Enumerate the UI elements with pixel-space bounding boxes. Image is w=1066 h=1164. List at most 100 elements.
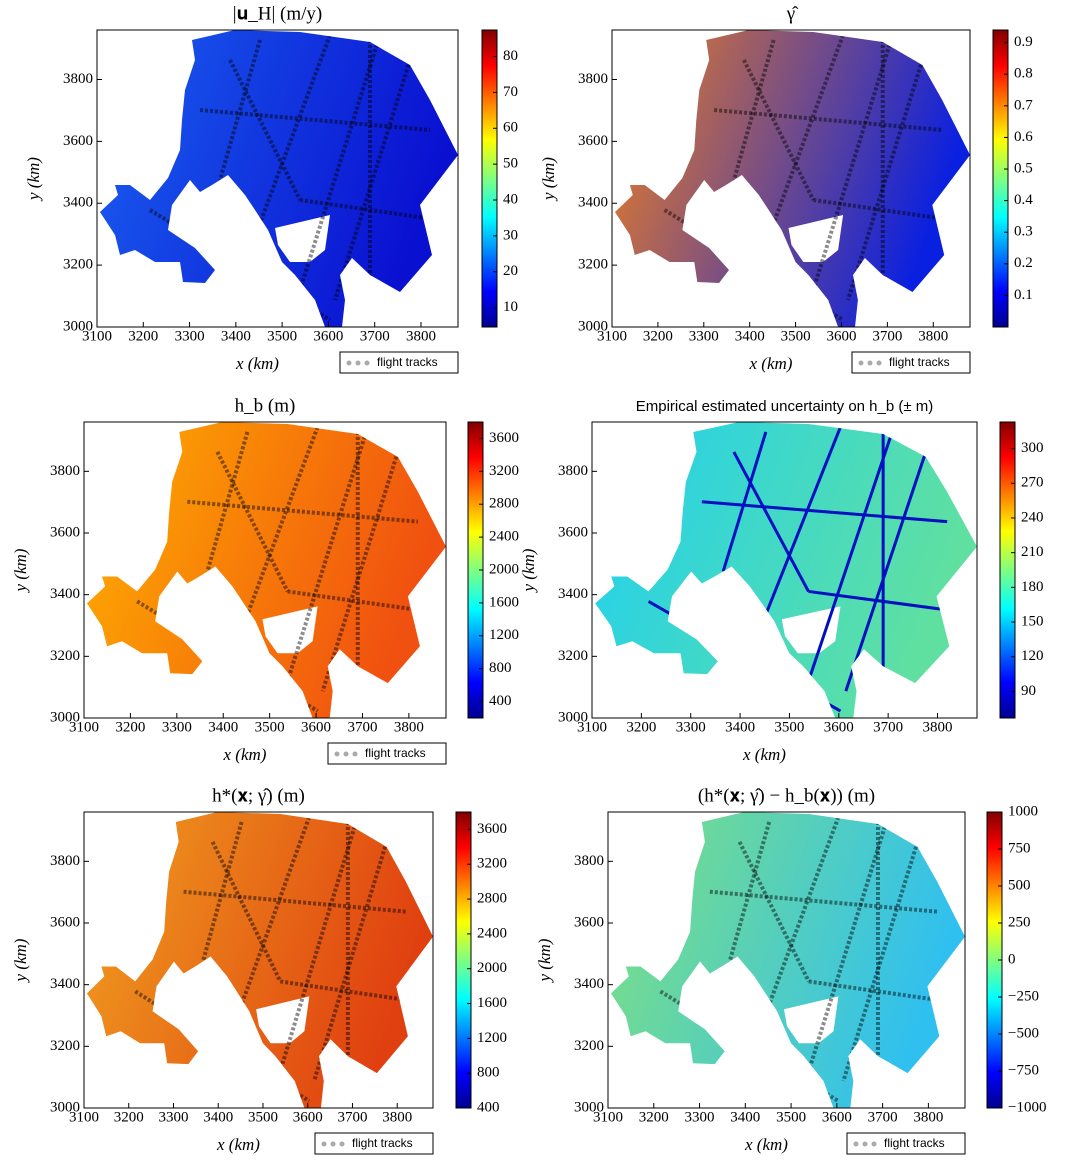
map-hole bbox=[781, 606, 841, 654]
flight-track bbox=[709, 889, 938, 914]
chart-title: |𝐮_H| (m/y) bbox=[233, 3, 322, 24]
colorbar-tick-label: 0.1 bbox=[1014, 287, 1033, 303]
legend-marker bbox=[364, 360, 370, 366]
legend-label: flight tracks bbox=[377, 355, 438, 369]
x-axis-label: x (km) bbox=[749, 354, 793, 373]
legend-marker bbox=[346, 360, 352, 366]
y-tick-label: 3600 bbox=[574, 914, 604, 930]
flight-track bbox=[757, 816, 841, 1032]
colorbar-tick-label: 3600 bbox=[489, 430, 519, 446]
flight-track bbox=[844, 451, 928, 692]
x-axis-label: x (km) bbox=[742, 745, 786, 764]
x-tick-label: 3300 bbox=[685, 1109, 715, 1125]
colorbar-tick-label: 2400 bbox=[489, 529, 519, 545]
legend-label: flight tracks bbox=[352, 1136, 413, 1150]
colorbar-tick-label: 250 bbox=[1008, 914, 1031, 930]
flight-track bbox=[200, 821, 244, 963]
flight-tracks bbox=[659, 816, 948, 1103]
x-tick-label: 3300 bbox=[175, 328, 205, 344]
x-tick-label: 3500 bbox=[267, 328, 297, 344]
colorbar-tick-label: 1200 bbox=[477, 1030, 507, 1046]
legend-marker bbox=[862, 1141, 868, 1147]
axes-frame bbox=[83, 421, 447, 719]
y-axis-label: y (km) bbox=[539, 157, 558, 202]
x-tick-label: 3600 bbox=[822, 1109, 852, 1125]
x-tick-label: 3200 bbox=[626, 719, 656, 735]
flight-track bbox=[228, 59, 302, 201]
y-tick-label: 3000 bbox=[63, 318, 93, 334]
legend-label: flight tracks bbox=[365, 746, 426, 760]
y-tick-label: 3800 bbox=[50, 853, 80, 869]
legend-box bbox=[314, 1132, 434, 1155]
map-field bbox=[595, 422, 977, 718]
legend-marker bbox=[352, 751, 358, 757]
legend-marker bbox=[343, 751, 349, 757]
colorbar-tick-label: 80 bbox=[503, 48, 518, 64]
colorbar-tick-label: 1200 bbox=[489, 627, 519, 643]
x-axis-label: x (km) bbox=[235, 354, 279, 373]
x-tick-label: 3700 bbox=[347, 719, 377, 735]
y-tick-label: 3000 bbox=[558, 709, 588, 725]
colorbar-tick-label: 150 bbox=[1021, 613, 1044, 629]
colorbar-tick-label: 0 bbox=[1008, 951, 1016, 967]
x-tick-label: 3400 bbox=[730, 1109, 760, 1125]
flight-track bbox=[187, 499, 419, 524]
flight-track bbox=[215, 451, 290, 593]
flight-tracks bbox=[663, 34, 953, 322]
colorbar bbox=[455, 811, 472, 1109]
colorbar-tick-label: 180 bbox=[1021, 579, 1044, 595]
legend-box bbox=[851, 351, 971, 374]
colorbar-tick-label: 10 bbox=[503, 299, 518, 315]
x-tick-label: 3800 bbox=[406, 328, 436, 344]
colorbar-tick-label: 2800 bbox=[477, 890, 507, 906]
colorbar-tick-label: 0.5 bbox=[1014, 160, 1033, 176]
flight-track bbox=[727, 821, 772, 963]
x-tick-label: 3100 bbox=[577, 719, 607, 735]
colorbar-tick-label: −750 bbox=[1008, 1062, 1039, 1078]
x-tick-label: 3200 bbox=[643, 328, 673, 344]
flight-track bbox=[742, 59, 816, 201]
flight-track bbox=[721, 431, 768, 572]
colorbar-tick-label: 800 bbox=[477, 1065, 500, 1081]
colorbar-tick-label: 0.9 bbox=[1014, 34, 1033, 50]
axes-frame bbox=[83, 811, 434, 1109]
map-hole bbox=[784, 996, 839, 1044]
x-tick-label: 3400 bbox=[725, 719, 755, 735]
colorbar-tick-label: −500 bbox=[1008, 1025, 1039, 1041]
colorbar-tick-label: 270 bbox=[1021, 475, 1044, 491]
y-tick-label: 3400 bbox=[50, 976, 80, 992]
colorbar-tick-label: 0.2 bbox=[1014, 255, 1033, 271]
colorbar-tick-label: 20 bbox=[503, 263, 518, 279]
map-field bbox=[100, 30, 458, 327]
y-tick-label: 3400 bbox=[578, 195, 608, 211]
colorbar-tick-label: 0.8 bbox=[1014, 66, 1033, 82]
y-tick-label: 3600 bbox=[50, 914, 80, 930]
panel: 3100 3200 3300 3400 3500 3600 3700 3800 3000 3200… bbox=[539, 3, 1033, 374]
legend-marker bbox=[853, 1141, 859, 1147]
x-tick-label: 3300 bbox=[689, 328, 719, 344]
y-tick-label: 3400 bbox=[558, 586, 588, 602]
x-tick-label: 3200 bbox=[114, 1109, 144, 1125]
x-tick-label: 3800 bbox=[918, 328, 948, 344]
legend-marker bbox=[334, 751, 340, 757]
x-tick-label: 3700 bbox=[337, 1109, 367, 1125]
map-hole bbox=[275, 215, 330, 262]
y-tick-label: 3600 bbox=[50, 524, 80, 540]
colorbar-tick-label: 40 bbox=[503, 191, 518, 207]
flight-track bbox=[183, 889, 407, 914]
colorbar-tick-label: 90 bbox=[1021, 683, 1036, 699]
y-tick-label: 3200 bbox=[63, 257, 93, 273]
x-tick-label: 3600 bbox=[824, 719, 854, 735]
colorbar-tick-label: 60 bbox=[503, 120, 518, 136]
y-tick-label: 3600 bbox=[63, 133, 93, 149]
y-tick-label: 3600 bbox=[578, 133, 608, 149]
colorbar-tick-label: 1600 bbox=[489, 594, 519, 610]
x-tick-label: 3500 bbox=[248, 1109, 278, 1125]
colorbar-tick-label: 400 bbox=[489, 693, 512, 709]
colorbar-tick-label: −1000 bbox=[1008, 1099, 1046, 1115]
legend-box bbox=[339, 351, 459, 374]
x-axis-label: x (km) bbox=[744, 1135, 788, 1154]
x-tick-label: 3700 bbox=[873, 719, 903, 735]
x-tick-label: 3100 bbox=[597, 328, 627, 344]
colorbar-tick-label: 400 bbox=[477, 1099, 500, 1115]
